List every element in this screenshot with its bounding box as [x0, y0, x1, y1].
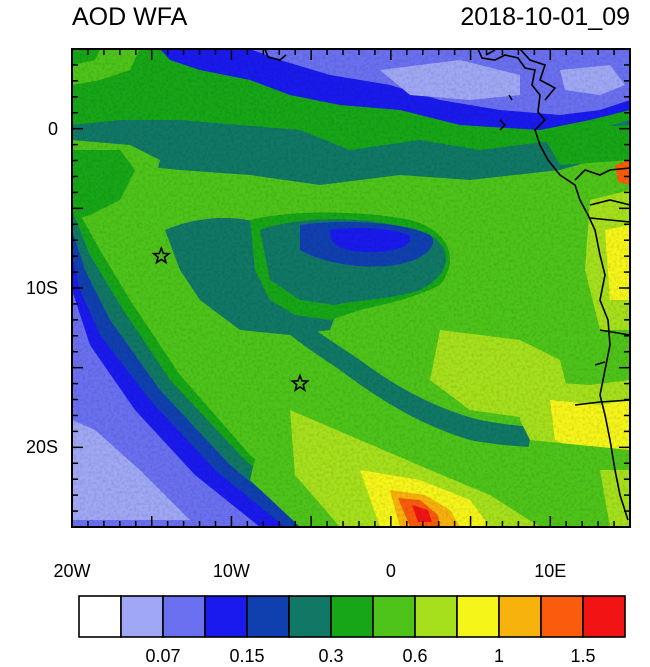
colorbar-box [204, 595, 248, 638]
site-markers [151, 245, 310, 392]
colorbar-box [162, 595, 206, 638]
map-title: AOD WFA [72, 3, 188, 31]
colorbar-box [498, 595, 542, 638]
colorbar-box [414, 595, 458, 638]
colorbar-box [288, 595, 332, 638]
colorbar [78, 595, 626, 638]
y-tick-label: 10S [25, 278, 58, 298]
coastline [264, 49, 630, 521]
colorbar-label: 0.6 [402, 646, 428, 666]
colorbar-box [582, 595, 626, 638]
colorbar-box [540, 595, 584, 638]
colorbar-label: 1.5 [570, 646, 596, 666]
x-tick-label: 10W [212, 561, 250, 581]
star-marker [290, 373, 310, 392]
colorbar-label: 0.15 [229, 646, 265, 666]
x-tick-label: 10E [534, 561, 567, 581]
colorbar-box [120, 595, 164, 638]
aod-field [72, 49, 630, 527]
colorbar-label: 0.3 [318, 646, 344, 666]
star-marker [151, 245, 172, 265]
colorbar-label: 0.07 [145, 646, 181, 666]
colorbar-box [372, 595, 416, 638]
y-tick-label: 0 [47, 118, 58, 139]
colorbar-label: 1 [493, 646, 505, 666]
x-tick-label: 0 [385, 561, 396, 581]
colorbar-box [330, 595, 374, 638]
axis-ticks [71, 48, 631, 528]
y-tick-label: 20S [25, 437, 58, 458]
map-timestamp: 2018-10-01_09 [460, 3, 630, 31]
colorbar-box [78, 595, 122, 638]
colorbar-box [456, 595, 500, 638]
colorbar-box [246, 595, 290, 638]
x-tick-label: 20W [53, 561, 91, 581]
